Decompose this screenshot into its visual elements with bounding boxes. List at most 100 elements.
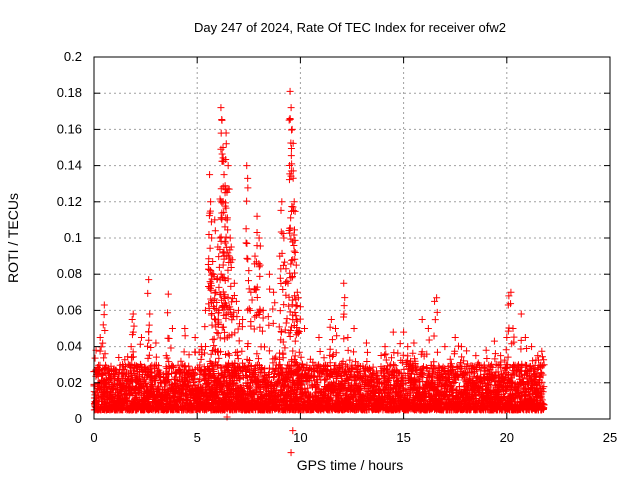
data-point xyxy=(213,361,221,369)
data-point xyxy=(326,359,334,367)
data-point xyxy=(96,334,104,342)
data-point xyxy=(443,391,451,399)
data-point xyxy=(181,325,189,332)
data-point xyxy=(134,376,142,384)
data-point xyxy=(489,363,497,371)
data-point xyxy=(518,362,526,370)
data-point xyxy=(207,350,215,358)
data-point xyxy=(212,358,220,366)
data-point xyxy=(457,399,465,407)
data-point xyxy=(210,335,218,343)
data-point xyxy=(212,288,220,296)
data-point xyxy=(205,300,213,308)
data-point xyxy=(431,365,439,373)
data-point xyxy=(213,329,221,337)
data-point xyxy=(382,350,390,358)
data-point xyxy=(191,348,199,356)
data-point xyxy=(168,325,176,332)
data-point xyxy=(146,310,154,318)
data-point xyxy=(261,371,269,379)
data-point xyxy=(245,384,253,392)
data-point xyxy=(439,363,447,371)
data-point xyxy=(201,306,209,314)
data-point xyxy=(149,382,157,390)
data-point xyxy=(137,334,145,342)
data-point xyxy=(185,351,193,359)
data-point xyxy=(322,375,330,383)
data-point xyxy=(428,379,436,387)
data-point xyxy=(195,377,203,385)
data-point xyxy=(456,359,464,367)
data-point xyxy=(200,349,208,357)
data-point xyxy=(369,363,377,371)
data-point xyxy=(99,321,107,329)
data-point xyxy=(164,290,172,298)
data-point xyxy=(208,234,216,242)
data-point xyxy=(499,370,507,378)
data-point xyxy=(211,289,219,297)
data-point xyxy=(197,343,205,351)
data-point xyxy=(304,384,312,392)
data-point xyxy=(211,227,219,235)
data-point xyxy=(207,311,215,319)
data-point xyxy=(216,234,224,242)
data-point xyxy=(100,354,108,362)
data-point xyxy=(206,244,214,252)
data-point xyxy=(129,310,137,318)
data-point xyxy=(517,345,525,353)
data-point xyxy=(185,362,193,370)
data-point xyxy=(385,375,393,383)
data-point xyxy=(384,370,392,378)
data-point xyxy=(301,385,309,393)
data-point xyxy=(468,368,476,376)
data-point xyxy=(205,266,213,274)
data-point xyxy=(96,347,104,355)
data-point xyxy=(540,401,548,409)
data-point xyxy=(327,394,335,402)
data-point xyxy=(448,385,456,393)
data-point xyxy=(127,343,135,351)
data-point xyxy=(207,198,215,206)
data-point xyxy=(205,212,213,220)
data-point xyxy=(152,353,160,361)
data-point xyxy=(137,377,145,385)
data-point xyxy=(100,301,108,309)
data-point xyxy=(128,331,136,339)
data-point xyxy=(145,336,153,344)
data-point xyxy=(155,383,163,391)
data-point xyxy=(211,295,219,303)
data-point xyxy=(210,365,218,373)
data-point xyxy=(152,339,160,347)
data-point xyxy=(539,388,547,396)
data-point xyxy=(155,362,163,370)
data-point xyxy=(101,350,109,358)
data-point xyxy=(145,321,153,329)
data-point xyxy=(181,332,189,340)
data-point xyxy=(215,263,223,271)
data-point xyxy=(252,387,260,395)
data-point xyxy=(234,355,242,363)
data-point xyxy=(211,216,219,224)
data-point xyxy=(180,348,188,356)
data-point xyxy=(163,354,171,362)
data-point xyxy=(538,347,546,355)
data-point xyxy=(164,309,172,317)
data-point xyxy=(447,360,455,368)
data-point xyxy=(128,315,136,323)
data-point xyxy=(197,355,205,363)
data-point xyxy=(449,366,457,374)
data-point xyxy=(165,376,173,384)
data-point xyxy=(170,363,178,371)
data-point xyxy=(137,361,145,369)
data-point xyxy=(219,374,227,382)
data-point xyxy=(276,361,284,369)
data-point xyxy=(184,378,192,386)
data-point xyxy=(270,367,278,375)
data-point xyxy=(101,326,109,334)
data-point xyxy=(215,253,223,261)
data-point xyxy=(209,370,217,378)
data-point xyxy=(464,388,472,396)
data-point xyxy=(250,372,258,380)
data-point xyxy=(144,342,152,350)
